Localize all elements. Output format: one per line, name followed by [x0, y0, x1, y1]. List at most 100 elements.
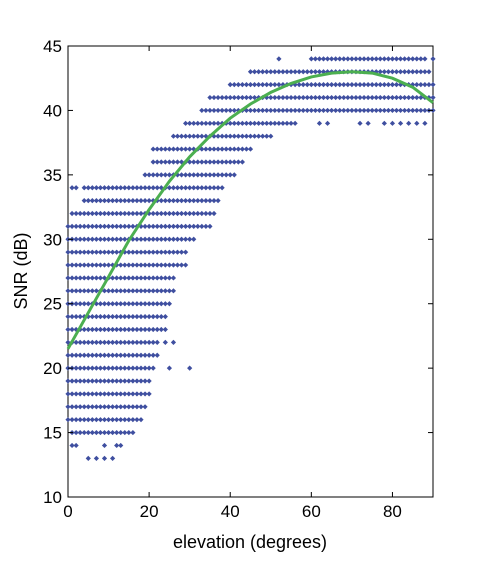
data-point	[284, 107, 290, 114]
data-point	[430, 82, 436, 88]
data-point	[183, 223, 189, 229]
data-point	[73, 236, 79, 242]
data-point	[101, 275, 108, 281]
data-point	[219, 185, 225, 191]
data-point	[215, 172, 221, 178]
data-point	[126, 288, 132, 294]
data-point	[101, 223, 108, 229]
data-point	[122, 236, 128, 242]
data-point	[162, 198, 168, 204]
data-point	[97, 262, 104, 268]
data-point	[81, 210, 87, 217]
data-point	[312, 69, 318, 75]
data-point	[288, 69, 294, 75]
data-point	[93, 391, 99, 397]
data-point	[312, 82, 318, 88]
data-point	[183, 236, 189, 242]
data-point	[81, 352, 87, 358]
data-point	[69, 262, 75, 268]
data-point	[296, 82, 302, 88]
data-point	[300, 69, 306, 75]
data-point	[166, 146, 172, 152]
data-point	[65, 417, 71, 423]
data-point	[89, 288, 95, 294]
data-point	[118, 210, 124, 217]
data-point	[134, 198, 140, 204]
data-point	[256, 107, 262, 114]
data-point	[158, 314, 164, 320]
data-point	[207, 94, 213, 101]
data-point	[134, 404, 140, 410]
data-point	[187, 146, 193, 152]
data-point	[231, 146, 237, 152]
data-point	[243, 82, 250, 88]
data-point	[93, 429, 99, 436]
data-point	[345, 82, 351, 88]
data-point	[85, 417, 91, 423]
data-point	[211, 120, 217, 126]
data-point	[166, 365, 172, 371]
data-point	[65, 223, 71, 229]
data-point	[122, 210, 128, 217]
data-point	[77, 314, 83, 320]
data-point	[223, 159, 229, 165]
data-point	[227, 120, 233, 126]
data-point	[146, 275, 152, 281]
data-point	[69, 223, 75, 229]
data-point	[365, 56, 371, 62]
data-point	[154, 236, 160, 242]
data-point	[114, 391, 120, 397]
data-point	[114, 352, 120, 358]
data-point	[130, 198, 136, 204]
data-point	[114, 378, 120, 384]
data-point	[195, 198, 201, 204]
data-point	[320, 56, 327, 62]
data-point	[203, 223, 209, 229]
data-point	[73, 429, 79, 436]
data-point	[162, 339, 168, 345]
data-point	[101, 404, 108, 410]
data-point	[316, 94, 323, 101]
data-point	[166, 262, 172, 268]
data-point	[93, 365, 99, 371]
data-point	[134, 378, 140, 384]
data-point	[110, 339, 116, 345]
data-point	[81, 429, 87, 436]
fit-curve	[66, 70, 434, 350]
data-point	[170, 133, 177, 139]
data-point	[178, 198, 185, 204]
data-point	[122, 314, 128, 320]
data-point	[81, 198, 87, 204]
data-point	[418, 107, 424, 114]
data-point	[118, 236, 124, 242]
data-point	[231, 172, 237, 178]
data-point	[211, 159, 217, 165]
data-point	[256, 82, 262, 88]
x-tick-label: 40	[221, 502, 240, 521]
data-point	[126, 185, 132, 191]
data-point	[154, 146, 160, 152]
data-point	[142, 301, 148, 307]
data-point	[81, 275, 87, 281]
data-point	[341, 107, 347, 114]
data-point	[138, 185, 144, 191]
data-point	[93, 339, 99, 345]
data-point	[130, 417, 136, 423]
data-point	[397, 120, 404, 126]
data-point	[341, 94, 347, 101]
data-point	[174, 198, 181, 204]
data-point	[150, 365, 156, 371]
data-point	[150, 223, 156, 229]
data-point	[122, 288, 128, 294]
data-point	[243, 94, 250, 101]
data-point	[69, 314, 75, 320]
data-point	[312, 56, 318, 62]
data-point	[150, 339, 156, 345]
data-point	[134, 210, 140, 217]
data-point	[239, 159, 245, 165]
data-point	[118, 262, 124, 268]
data-point	[170, 185, 177, 191]
data-point	[81, 249, 87, 255]
data-point	[183, 185, 189, 191]
